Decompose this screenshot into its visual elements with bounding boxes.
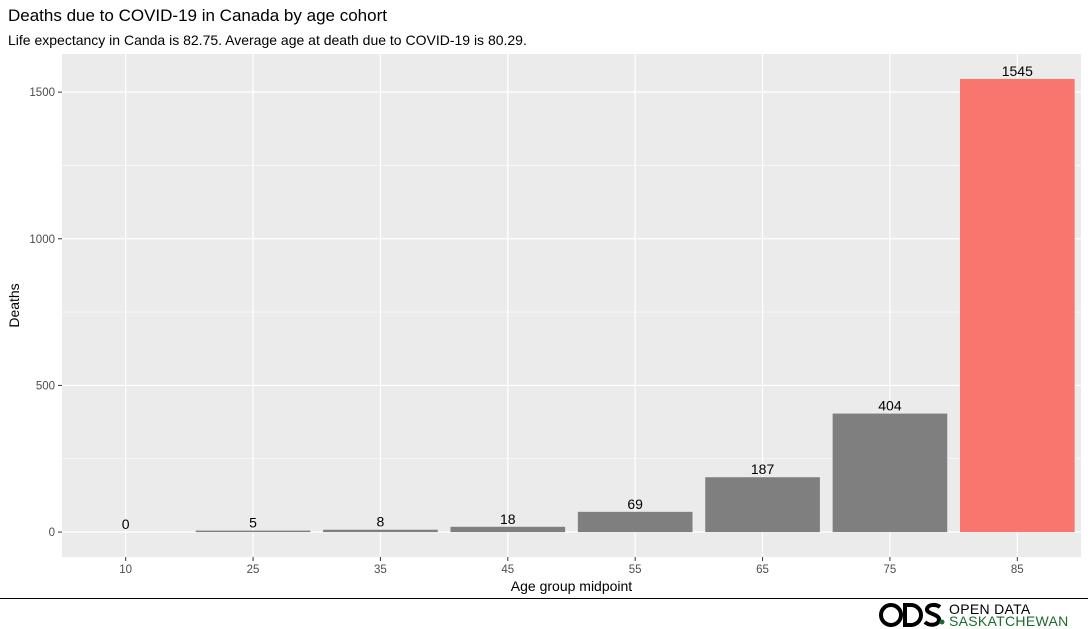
bar <box>195 530 311 533</box>
x-tick-label: 45 <box>501 564 514 576</box>
bars <box>195 78 1075 533</box>
bar <box>959 78 1075 533</box>
x-tick-label: 10 <box>119 564 132 576</box>
bar <box>323 529 438 533</box>
y-axis: 0 500 1000 1500 <box>29 87 62 539</box>
x-tick-label: 75 <box>884 564 897 576</box>
bar-value-label: 18 <box>500 511 516 527</box>
footer-divider <box>0 598 1088 599</box>
bar-value-label: 1545 <box>1002 63 1033 79</box>
bar-value-label: 8 <box>377 514 385 530</box>
x-tick-label: 25 <box>247 564 260 576</box>
y-tick-label: 500 <box>36 380 55 392</box>
bar-value-label: 404 <box>878 398 902 414</box>
x-tick-label: 35 <box>374 564 387 576</box>
y-axis-label: Deaths <box>6 283 22 327</box>
logo-text-open-data: OPEN DATA <box>949 601 1031 617</box>
x-axis: 10 25 35 45 55 65 75 85 <box>119 557 1024 576</box>
y-tick-label: 0 <box>49 527 55 539</box>
bar-value-label: 69 <box>627 496 643 512</box>
x-tick-label: 85 <box>1011 564 1024 576</box>
bar <box>832 413 948 533</box>
y-tick-label: 1500 <box>29 87 55 99</box>
chart-subtitle: Life expectancy in Canda is 82.75. Avera… <box>8 32 527 48</box>
x-tick-label: 55 <box>629 564 642 576</box>
bar <box>577 511 693 533</box>
bar-chart: 0 5 8 18 69 187 404 1545 0 500 1000 1500 10 25 35 45 5… <box>6 54 1081 594</box>
bar-value-label: 0 <box>122 516 130 532</box>
bar-value-label: 187 <box>751 461 775 477</box>
x-tick-label: 65 <box>756 564 769 576</box>
chart-title: Deaths due to COVID-19 in Canada by age … <box>8 6 387 25</box>
y-tick-label: 1000 <box>29 234 55 246</box>
ods-logo-icon <box>879 602 945 627</box>
bar-value-label: 5 <box>249 515 257 531</box>
x-axis-label: Age group midpoint <box>511 578 633 594</box>
logo-text-saskatchewan: SASKATCHEWAN <box>949 613 1069 629</box>
bar-value-labels: 0 5 8 18 69 187 404 1545 <box>122 63 1033 532</box>
bar <box>705 477 820 533</box>
bar <box>450 526 566 533</box>
